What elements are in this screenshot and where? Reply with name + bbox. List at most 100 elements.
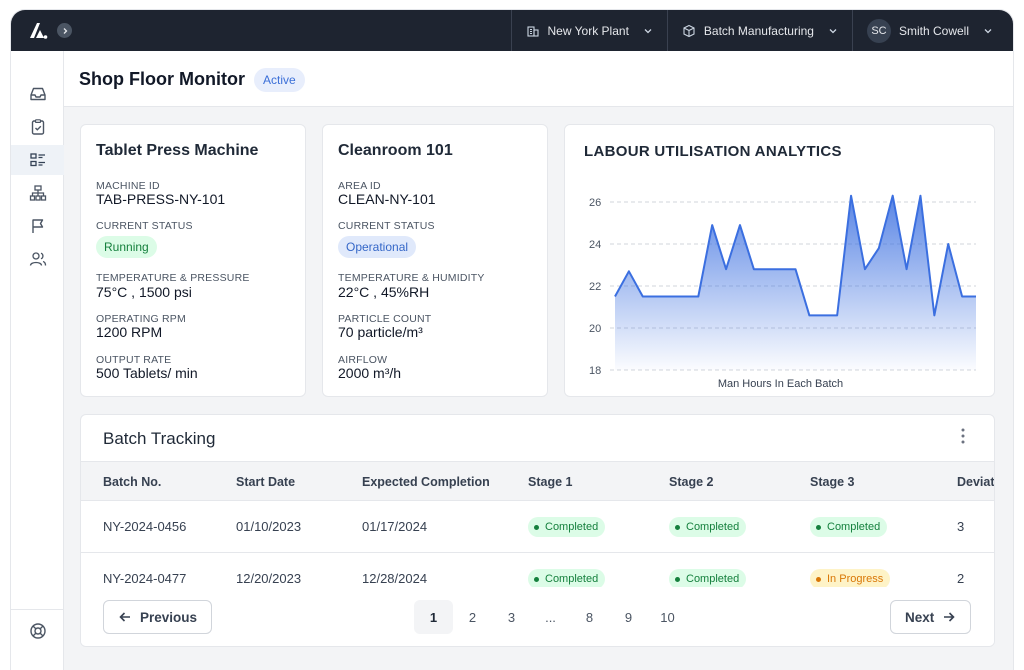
data-point[interactable]	[903, 265, 911, 273]
data-point[interactable]	[944, 240, 952, 248]
table-row[interactable]: NY-2024-0456 01/10/2023 01/17/2024 Compl…	[81, 501, 994, 553]
chevron-right-icon	[63, 27, 67, 34]
sidebar-item-reports[interactable]	[11, 211, 64, 241]
data-point[interactable]	[639, 293, 647, 301]
page-button[interactable]: 8	[585, 609, 594, 625]
cleanroom-card-title: Cleanroom 101	[338, 142, 453, 159]
machine-rpm-value: 1200 RPM	[96, 324, 163, 340]
particle-count-label: PARTICLE COUNT	[338, 313, 432, 325]
data-point[interactable]	[625, 267, 633, 275]
plant-selector[interactable]: New York Plant	[510, 10, 667, 51]
sidebar-item-inbox[interactable]	[11, 79, 64, 109]
column-header[interactable]: Start Date	[236, 475, 296, 489]
data-point[interactable]	[708, 221, 716, 229]
expected-completion: 12/28/2024	[362, 571, 428, 586]
support-icon[interactable]	[29, 622, 47, 640]
data-point[interactable]	[750, 265, 758, 273]
data-point[interactable]	[833, 311, 841, 319]
building-icon	[526, 25, 539, 37]
data-point[interactable]	[875, 244, 883, 252]
machine-output-label: OUTPUT RATE	[96, 354, 172, 366]
machine-temp-value: 75°C , 1500 psi	[96, 284, 192, 300]
batch-number: NY-2024-0456	[103, 519, 187, 534]
labour-chart: 18 20 22 24 26 Man Hours In Each Batch	[589, 192, 980, 390]
users-icon	[29, 252, 46, 266]
table-title: Batch Tracking	[103, 429, 216, 448]
data-point[interactable]	[972, 293, 980, 301]
sidebar-toggle-button[interactable]	[57, 23, 72, 38]
previous-button[interactable]: Previous	[103, 600, 213, 634]
pagination: Previous 1 2 3 ... 8 9 10 Next	[81, 587, 994, 646]
column-header[interactable]: Batch No.	[103, 475, 162, 489]
data-point[interactable]	[805, 311, 813, 319]
room-temp-label: TEMPERATURE & HUMIDITY	[338, 272, 485, 284]
data-point[interactable]	[764, 265, 772, 273]
user-menu[interactable]: SC Smith Cowell	[851, 10, 1013, 51]
sidebar-item-users[interactable]	[11, 244, 64, 274]
deviation-count: 2	[957, 571, 965, 586]
machine-status-label: CURRENT STATUS	[96, 220, 193, 232]
batch-tracking-card: Batch Tracking Batch No. Start Date Expe…	[80, 414, 995, 647]
data-point[interactable]	[958, 293, 966, 301]
process-name: Batch Manufacturing	[703, 23, 814, 38]
cleanroom-card: Cleanroom 101 AREA ID CLEAN-NY-101 CURRE…	[322, 124, 548, 397]
stage-1-label: Completed	[545, 521, 599, 533]
data-point[interactable]	[861, 265, 869, 273]
machine-card-title: Tablet Press Machine	[96, 142, 259, 159]
expected-completion: 01/17/2024	[362, 519, 428, 534]
data-point[interactable]	[736, 221, 744, 229]
page-button[interactable]: 3	[507, 609, 516, 625]
page-button[interactable]: 1	[414, 600, 453, 634]
batch-number: NY-2024-0477	[103, 571, 187, 586]
app-logo-icon[interactable]	[27, 20, 49, 42]
app-window: New York Plant Batch Manufacturing SC Sm…	[11, 10, 1013, 670]
stage-3-badge: Completed	[810, 517, 888, 537]
next-button[interactable]: Next	[890, 600, 972, 634]
column-header[interactable]: Deviat	[957, 475, 995, 489]
data-point[interactable]	[653, 293, 661, 301]
area-id-label: AREA ID	[338, 180, 381, 192]
data-point[interactable]	[722, 265, 730, 273]
machine-card: Tablet Press Machine MACHINE ID TAB-PRES…	[80, 124, 306, 397]
inbox-icon	[29, 87, 46, 101]
page-header: Shop Floor Monitor Active	[64, 51, 1013, 107]
top-bar: New York Plant Batch Manufacturing SC Sm…	[11, 10, 1013, 51]
avatar: SC	[866, 18, 891, 43]
data-point[interactable]	[889, 192, 897, 200]
machine-id-label: MACHINE ID	[96, 180, 160, 192]
x-axis-label: Man Hours In Each Batch	[718, 378, 843, 390]
data-point[interactable]	[680, 293, 688, 301]
machine-output-value: 500 Tablets/ min	[96, 365, 198, 381]
chart-title: LABOUR UTILISATION ANALYTICS	[584, 143, 842, 160]
data-point[interactable]	[819, 311, 827, 319]
column-header[interactable]: Expected Completion	[362, 475, 490, 489]
page-button[interactable]: 9	[624, 609, 633, 625]
column-header[interactable]: Stage 2	[669, 475, 714, 489]
sidebar-item-hierarchy[interactable]	[11, 178, 64, 208]
page-button[interactable]: 2	[468, 609, 477, 625]
column-header[interactable]: Stage 1	[528, 475, 573, 489]
clipboard-check-icon	[31, 119, 44, 135]
page-title: Shop Floor Monitor	[79, 69, 245, 89]
machine-temp-label: TEMPERATURE & PRESSURE	[96, 272, 250, 284]
data-point[interactable]	[667, 293, 675, 301]
data-point[interactable]	[847, 192, 855, 200]
stage-3-badge: In Progress	[810, 569, 891, 589]
data-point[interactable]	[611, 293, 619, 301]
data-point[interactable]	[694, 293, 702, 301]
stage-1-badge: Completed	[528, 569, 606, 589]
column-header[interactable]: Stage 3	[810, 475, 855, 489]
arrow-right-icon	[944, 612, 955, 622]
page-numbers: 1 2 3 ... 8 9 10	[414, 600, 687, 634]
data-point[interactable]	[778, 265, 786, 273]
data-point[interactable]	[916, 192, 924, 200]
sidebar-item-monitor[interactable]	[11, 145, 64, 175]
area-id-value: CLEAN-NY-101	[338, 191, 436, 207]
process-selector[interactable]: Batch Manufacturing	[666, 10, 852, 51]
sidebar-item-tasks[interactable]	[11, 112, 64, 142]
y-tick-label: 18	[589, 365, 601, 377]
more-options-icon[interactable]	[960, 427, 966, 445]
data-point[interactable]	[792, 265, 800, 273]
data-point[interactable]	[930, 311, 938, 319]
page-button[interactable]: 10	[660, 609, 675, 625]
